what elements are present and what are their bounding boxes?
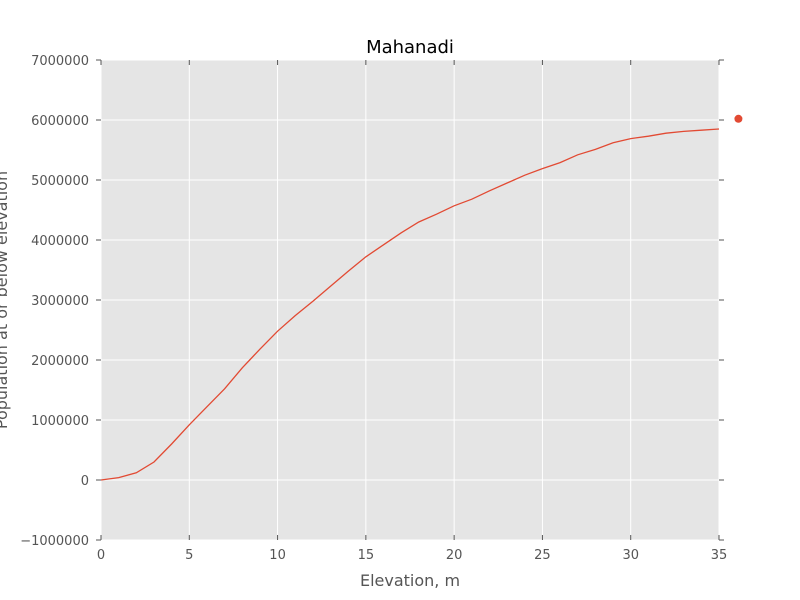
grid-lines <box>100 59 720 541</box>
y-tick-label: 7000000 <box>31 54 89 69</box>
x-tick-label: 10 <box>269 548 286 563</box>
x-tick-label: 25 <box>534 548 551 563</box>
series-layer <box>100 114 743 481</box>
data-point <box>734 114 743 123</box>
x-tick-label: 30 <box>622 548 639 563</box>
y-tick-labels: −1000000 0 1000000 2000000 3000000 4000000 500… <box>20 54 89 549</box>
chart-title: Mahanadi <box>366 37 454 58</box>
y-axis-title: Population at or below elevation <box>0 171 11 429</box>
y-tick-label: −1000000 <box>20 534 89 549</box>
y-tick-label: 2000000 <box>31 354 89 369</box>
y-tick-label: 6000000 <box>31 114 89 129</box>
x-tick-label: 20 <box>446 548 463 563</box>
series-line <box>100 128 720 481</box>
y-tick-label: 1000000 <box>31 414 89 429</box>
y-tick-label: 5000000 <box>31 174 89 189</box>
x-axis-title: Elevation, m <box>360 571 460 590</box>
x-tick-label: 5 <box>185 548 193 563</box>
y-tick-label: 4000000 <box>31 234 89 249</box>
x-tick-label: 15 <box>358 548 375 563</box>
tick-marks <box>96 59 724 541</box>
x-tick-labels: 0 5 10 15 20 25 30 35 <box>97 548 727 563</box>
y-tick-label: 0 <box>81 474 89 489</box>
x-tick-label: 0 <box>97 548 105 563</box>
x-tick-label: 35 <box>711 548 728 563</box>
y-tick-label: 3000000 <box>31 294 89 309</box>
